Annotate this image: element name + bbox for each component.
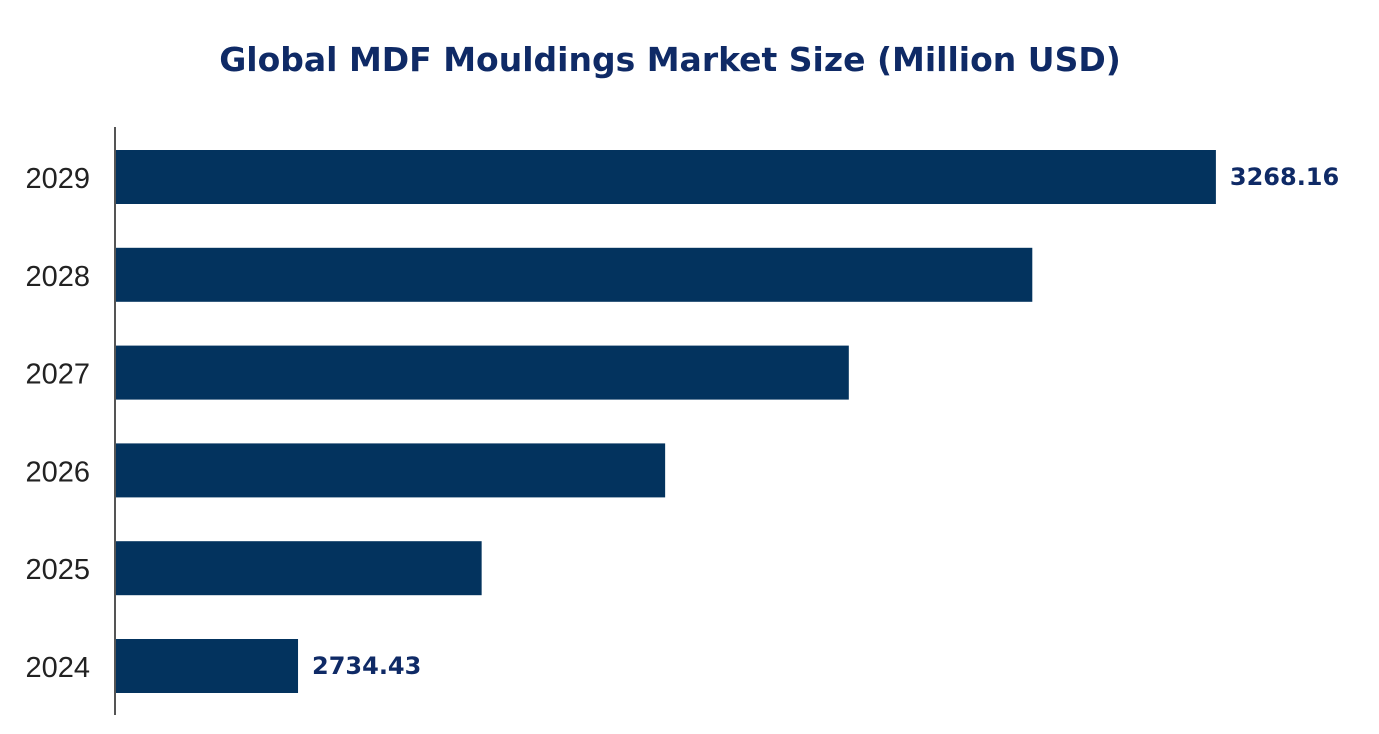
y-tick-label-2029: 2029 <box>25 163 90 195</box>
bar-2029 <box>115 150 1216 204</box>
bar-2024 <box>115 639 299 693</box>
chart-title: Global MDF Mouldings Market Size (Millio… <box>219 40 1121 79</box>
y-tick-label-2025: 2025 <box>25 554 90 586</box>
y-tick-label-2024: 2024 <box>25 652 90 684</box>
bar-2028 <box>115 247 1033 302</box>
data-label-2029: 3268.16 <box>1230 163 1339 191</box>
y-tick-label-2026: 2026 <box>25 456 90 488</box>
bar-2025 <box>115 541 482 596</box>
data-label-2024: 2734.43 <box>312 652 421 680</box>
y-tick-label-2028: 2028 <box>25 261 90 293</box>
bar-2027 <box>115 345 849 400</box>
bar-2026 <box>115 443 666 498</box>
y-tick-label-2027: 2027 <box>25 359 90 391</box>
